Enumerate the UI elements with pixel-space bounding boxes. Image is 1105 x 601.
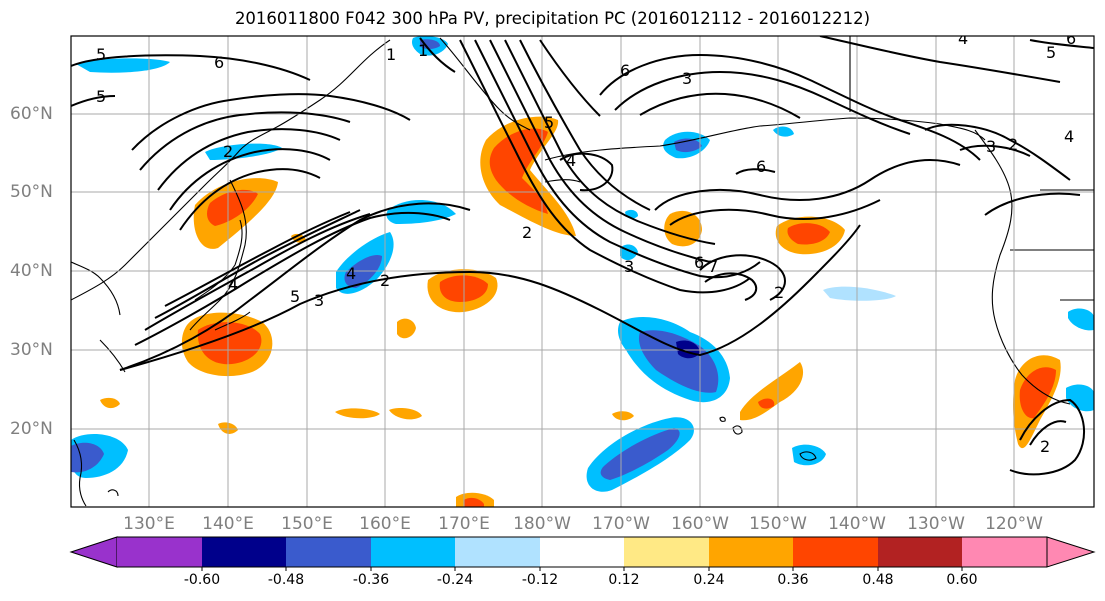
contour-label: 6 bbox=[620, 61, 630, 80]
contour-label: 2 bbox=[1040, 437, 1050, 456]
map-frame bbox=[70, 35, 1095, 508]
lon-label-160w: 160°W bbox=[671, 514, 729, 534]
colorbar-tick-label: -0.36 bbox=[352, 572, 390, 588]
contour-label: 4 bbox=[346, 264, 356, 283]
lon-label-130w: 130°W bbox=[907, 514, 965, 534]
colorbar-tick-label: -0.60 bbox=[183, 572, 221, 588]
contour-label: 6 bbox=[1066, 29, 1076, 48]
precip-shading bbox=[71, 36, 1094, 507]
contour-label: 5 bbox=[544, 113, 554, 132]
contour-label: 3 bbox=[986, 137, 996, 156]
lat-label-30n: 30°N bbox=[10, 340, 53, 360]
lat-label-40n: 40°N bbox=[10, 261, 53, 281]
contour-label: 4 bbox=[228, 275, 238, 294]
colorbar-extend-high bbox=[1046, 536, 1096, 568]
contour-label: 2 bbox=[1008, 135, 1018, 154]
lon-label-150e: 150°E bbox=[281, 514, 333, 534]
contour-label: 1 bbox=[386, 45, 396, 64]
contour-label: 4 bbox=[958, 29, 968, 48]
colorbar-tick-label: 0.24 bbox=[693, 572, 725, 588]
contour-label: 2 bbox=[223, 142, 233, 161]
contour-label: 5 bbox=[96, 87, 106, 106]
contour-label: 3 bbox=[314, 291, 324, 310]
contour-label: 6 bbox=[694, 253, 704, 272]
lon-label-160e: 160°E bbox=[359, 514, 411, 534]
contour-label: 4 bbox=[566, 151, 576, 170]
colorbar-tick-label: 0.48 bbox=[862, 572, 894, 588]
contour-label: 3 bbox=[682, 69, 692, 88]
contour-label: 2 bbox=[380, 271, 390, 290]
colorbar-tick-label: 0.36 bbox=[777, 572, 809, 588]
lon-label-140e: 140°E bbox=[202, 514, 254, 534]
colorbar-tick-label: -0.48 bbox=[267, 572, 305, 588]
lon-label-170e: 170°E bbox=[438, 514, 490, 534]
colorbar-tick-label: -0.12 bbox=[521, 572, 559, 588]
contour-label: 1 bbox=[418, 41, 428, 60]
lon-label-130e: 130°E bbox=[123, 514, 175, 534]
contour-label: 5 bbox=[96, 45, 106, 64]
pv-contours bbox=[71, 36, 1094, 476]
lon-label-140w: 140°W bbox=[828, 514, 886, 534]
pv-contour-labels: 5 6 5 1 2 4 3 2 4 5 3 2 5 6 2 3 4 6 7 1 … bbox=[96, 29, 1076, 456]
contour-label: 5 bbox=[290, 287, 300, 306]
contour-label: 2 bbox=[522, 223, 532, 242]
lat-label-50n: 50°N bbox=[10, 182, 53, 202]
colorbar-tick-label: 0.60 bbox=[946, 572, 978, 588]
colorbar-extend-low bbox=[69, 536, 118, 568]
contour-label: 2 bbox=[774, 283, 784, 302]
contour-label: 6 bbox=[214, 53, 224, 72]
contour-label: 3 bbox=[624, 257, 634, 276]
colorbar-tick-label: -0.24 bbox=[436, 572, 474, 588]
lat-label-20n: 20°N bbox=[10, 419, 53, 439]
lon-label-150w: 150°W bbox=[749, 514, 807, 534]
colorbar bbox=[69, 536, 1096, 571]
lat-label-60n: 60°N bbox=[10, 104, 53, 124]
contour-label: 5 bbox=[1046, 43, 1056, 62]
lon-label-180w: 180°W bbox=[513, 514, 571, 534]
lon-label-170w: 170°W bbox=[592, 514, 650, 534]
contour-label: 7 bbox=[708, 257, 718, 276]
chart-title: 2016011800 F042 300 hPa PV, precipitatio… bbox=[234, 9, 871, 28]
colorbar-tick-label: 0.12 bbox=[608, 572, 640, 588]
contour-label: 6 bbox=[756, 157, 766, 176]
contour-label: 4 bbox=[1064, 127, 1074, 146]
lon-label-120w: 120°W bbox=[985, 514, 1043, 534]
